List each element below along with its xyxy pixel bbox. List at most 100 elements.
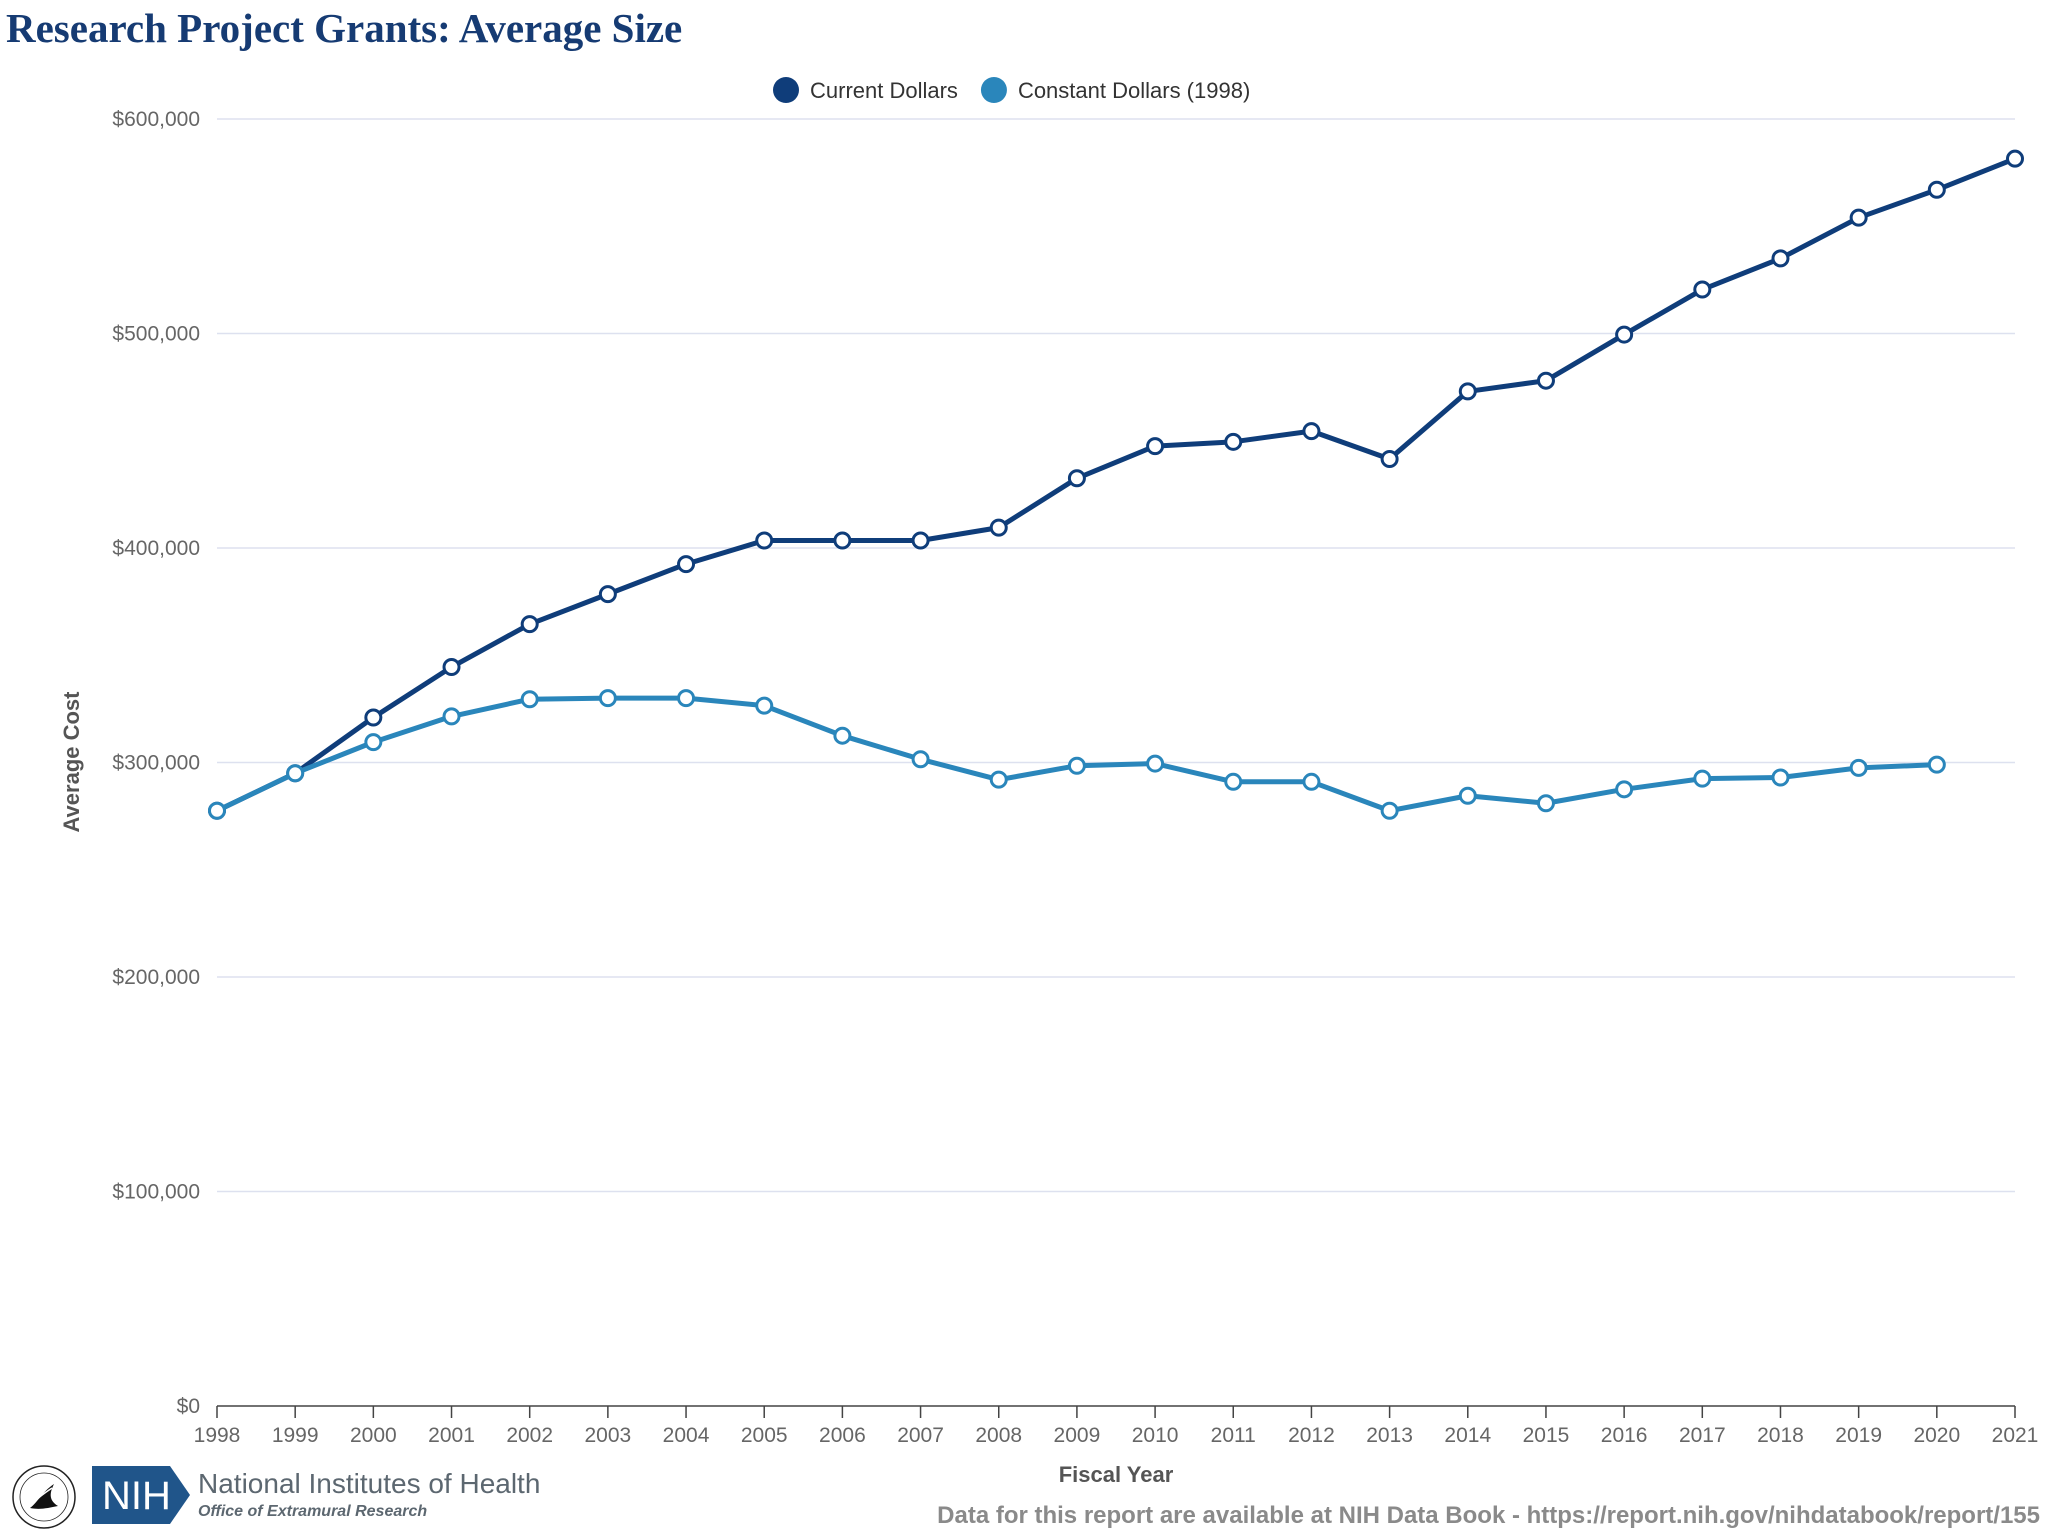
footer-logos: NIH National Institutes of Health Office… — [8, 1462, 540, 1532]
data-point[interactable] — [1849, 208, 1868, 227]
data-point[interactable] — [1693, 280, 1712, 299]
legend-marker — [980, 77, 1007, 103]
x-tick-label: 2018 — [1757, 1424, 1804, 1447]
data-point[interactable] — [208, 801, 226, 820]
data-point[interactable] — [286, 764, 305, 783]
data-point[interactable] — [364, 733, 383, 752]
x-tick-label: 2010 — [1132, 1424, 1179, 1447]
x-tick-label: 2020 — [1913, 1424, 1960, 1447]
y-axis-title: Average Cost — [59, 691, 84, 833]
data-point[interactable] — [520, 690, 539, 709]
data-point[interactable] — [364, 708, 383, 727]
data-point[interactable] — [520, 615, 539, 634]
legend-item[interactable]: Constant Dollars (1998) — [980, 77, 1250, 103]
legend-marker — [773, 77, 799, 103]
x-tick-label: 2009 — [1054, 1424, 1101, 1447]
x-tick-label: 2007 — [897, 1424, 944, 1447]
org-name: National Institutes of Health — [198, 1468, 541, 1499]
y-tick-label: $500,000 — [112, 323, 200, 346]
data-point[interactable] — [442, 658, 461, 677]
nih-logo-icon: NIH — [92, 1466, 190, 1524]
x-tick-label: 2019 — [1835, 1424, 1882, 1447]
x-tick-label: 2002 — [506, 1424, 553, 1447]
data-point[interactable] — [1615, 780, 1634, 799]
data-point[interactable] — [1927, 755, 1946, 774]
y-tick-label: $100,000 — [112, 1181, 200, 1204]
x-axis: 1998 1999 2000 2001 2002 2003 2004 2005 2006 2007… — [194, 1405, 2039, 1447]
data-point[interactable] — [1224, 772, 1243, 791]
data-point[interactable] — [1771, 768, 1790, 787]
data-point[interactable] — [1067, 469, 1086, 488]
series-1 — [208, 689, 1946, 820]
legend-label: Current Dollars — [810, 78, 958, 103]
hhs-seal-icon — [12, 1465, 76, 1529]
legend[interactable]: Current Dollars Constant Dollars (1998) — [773, 77, 1250, 103]
data-point[interactable] — [1146, 437, 1165, 456]
x-tick-label: 2015 — [1523, 1424, 1570, 1447]
series-0 — [208, 149, 2024, 820]
x-tick-label: 2000 — [350, 1424, 397, 1447]
data-point[interactable] — [1693, 769, 1712, 788]
legend-label: Constant Dollars (1998) — [1018, 78, 1250, 103]
y-tick-label: $200,000 — [112, 966, 200, 989]
data-point[interactable] — [598, 585, 617, 604]
x-tick-label: 2001 — [428, 1424, 475, 1447]
data-point[interactable] — [442, 707, 461, 726]
data-point[interactable] — [1615, 325, 1634, 344]
legend-item[interactable]: Current Dollars — [773, 77, 958, 103]
x-tick-label: 2016 — [1601, 1424, 1648, 1447]
x-tick-label: 2003 — [585, 1424, 632, 1447]
data-point[interactable] — [1849, 758, 1868, 777]
data-point[interactable] — [2006, 149, 2024, 168]
x-tick-label: 2012 — [1288, 1424, 1335, 1447]
x-tick-label: 2006 — [819, 1424, 866, 1447]
data-point[interactable] — [989, 518, 1008, 537]
y-tick-label: $600,000 — [112, 108, 200, 131]
x-axis-title: Fiscal Year — [1059, 1462, 1174, 1487]
x-tick-label: 2008 — [975, 1424, 1022, 1447]
data-point[interactable] — [1458, 382, 1477, 401]
chart-title: Research Project Grants: Average Size — [6, 5, 683, 51]
data-point[interactable] — [1927, 180, 1946, 199]
data-point[interactable] — [1302, 422, 1321, 441]
x-tick-label: 2004 — [663, 1424, 710, 1447]
gridlines — [217, 118, 2015, 1193]
data-point[interactable] — [1771, 249, 1790, 268]
data-source-note: Data for this report are available at NI… — [937, 1502, 2040, 1529]
data-point[interactable] — [833, 726, 852, 745]
data-point[interactable] — [1380, 801, 1399, 820]
x-tick-label: 1999 — [272, 1424, 319, 1447]
data-point[interactable] — [911, 531, 930, 550]
series-line — [215, 695, 1937, 814]
data-point[interactable] — [911, 750, 930, 769]
data-point[interactable] — [1146, 754, 1165, 773]
y-axis-ticks: $0 $100,000 $200,000 $300,000 $400,000 $500,0… — [112, 108, 200, 1418]
data-point[interactable] — [1536, 794, 1555, 813]
x-tick-label: 2013 — [1366, 1424, 1413, 1447]
x-tick-label: 2011 — [1211, 1424, 1256, 1447]
data-point[interactable] — [989, 770, 1008, 789]
data-point[interactable] — [1458, 786, 1477, 805]
nih-logo-text: NIH — [102, 1474, 171, 1518]
series-lines — [208, 149, 2024, 820]
series-line — [215, 156, 2016, 814]
data-point[interactable] — [677, 555, 696, 574]
x-tick-label: 2021 — [1992, 1424, 2039, 1447]
data-point[interactable] — [1380, 449, 1399, 468]
data-point[interactable] — [1536, 371, 1555, 390]
data-point[interactable] — [1302, 772, 1321, 791]
data-point[interactable] — [1067, 756, 1086, 775]
x-tick-label: 2005 — [741, 1424, 788, 1447]
data-point[interactable] — [677, 689, 696, 708]
x-tick-label: 2017 — [1679, 1424, 1726, 1447]
office-name: Office of Extramural Research — [198, 1503, 428, 1520]
x-tick-label: 1998 — [194, 1424, 241, 1447]
data-point[interactable] — [833, 531, 852, 550]
data-point[interactable] — [755, 696, 774, 715]
data-point[interactable] — [598, 689, 617, 708]
data-point[interactable] — [755, 531, 774, 550]
y-tick-label: $300,000 — [112, 752, 200, 775]
data-point[interactable] — [1224, 432, 1243, 451]
x-tick-label: 2014 — [1444, 1424, 1491, 1447]
